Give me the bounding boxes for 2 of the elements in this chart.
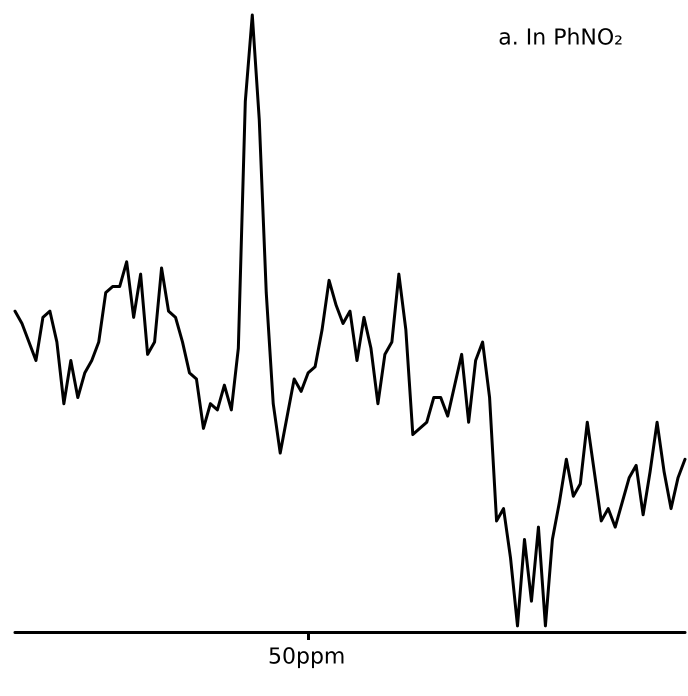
text: 50ppm [268,644,346,670]
text: a. In PhNO₂ [498,26,624,50]
